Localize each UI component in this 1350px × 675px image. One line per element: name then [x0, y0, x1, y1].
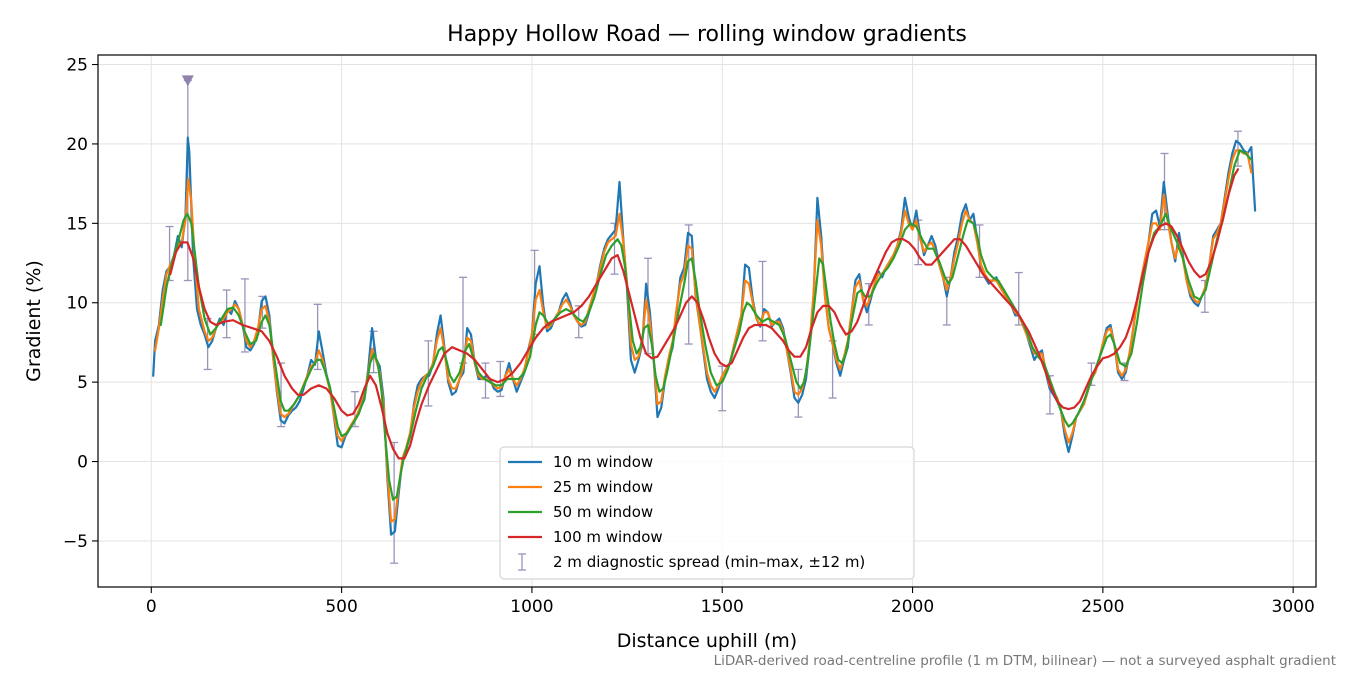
x-axis-label: Distance uphill (m) [617, 630, 797, 652]
x-tick-label: 1000 [510, 597, 553, 617]
y-tick-label: 10 [66, 294, 88, 314]
legend-label: 100 m window [553, 528, 663, 546]
series-line [169, 168, 1240, 460]
y-tick-label: 0 [77, 453, 88, 473]
x-tick-label: 3000 [1272, 597, 1315, 617]
capped-marker [181, 75, 194, 87]
y-tick-label: −5 [63, 532, 88, 552]
legend-label: 2 m diagnostic spread (min–max, ±12 m) [553, 553, 865, 571]
plot-frame [97, 54, 1317, 588]
x-tick-label: 2000 [891, 597, 934, 617]
axes: 0 500 1000 1500 2000 2500 3000 −5 0 5 10 15 20 25 [63, 54, 1317, 617]
legend: 10 m window 25 m window 50 m window 100 m w… [499, 446, 915, 580]
y-tick-label: 25 [66, 56, 88, 76]
x-tick-label: 2500 [1081, 597, 1124, 617]
y-axis-label: Gradient (%) [23, 260, 45, 382]
series-lines [152, 136, 1257, 536]
y-tick-label: 20 [66, 135, 88, 155]
footnote: LiDAR-derived road-centreline profile (1… [714, 653, 1336, 669]
legend-label: 50 m window [553, 503, 653, 521]
x-tick-label: 0 [146, 597, 157, 617]
y-tick-label: 15 [66, 214, 88, 234]
x-tick-label: 500 [325, 597, 357, 617]
chart-title: Happy Hollow Road — rolling window gradi… [447, 22, 967, 47]
y-tick-label: 5 [77, 373, 88, 393]
series-line [154, 149, 1253, 523]
x-tick-label: 1500 [701, 597, 744, 617]
legend-label: 10 m window [553, 453, 653, 471]
legend-label: 25 m window [553, 478, 653, 496]
legend-box [499, 446, 915, 580]
